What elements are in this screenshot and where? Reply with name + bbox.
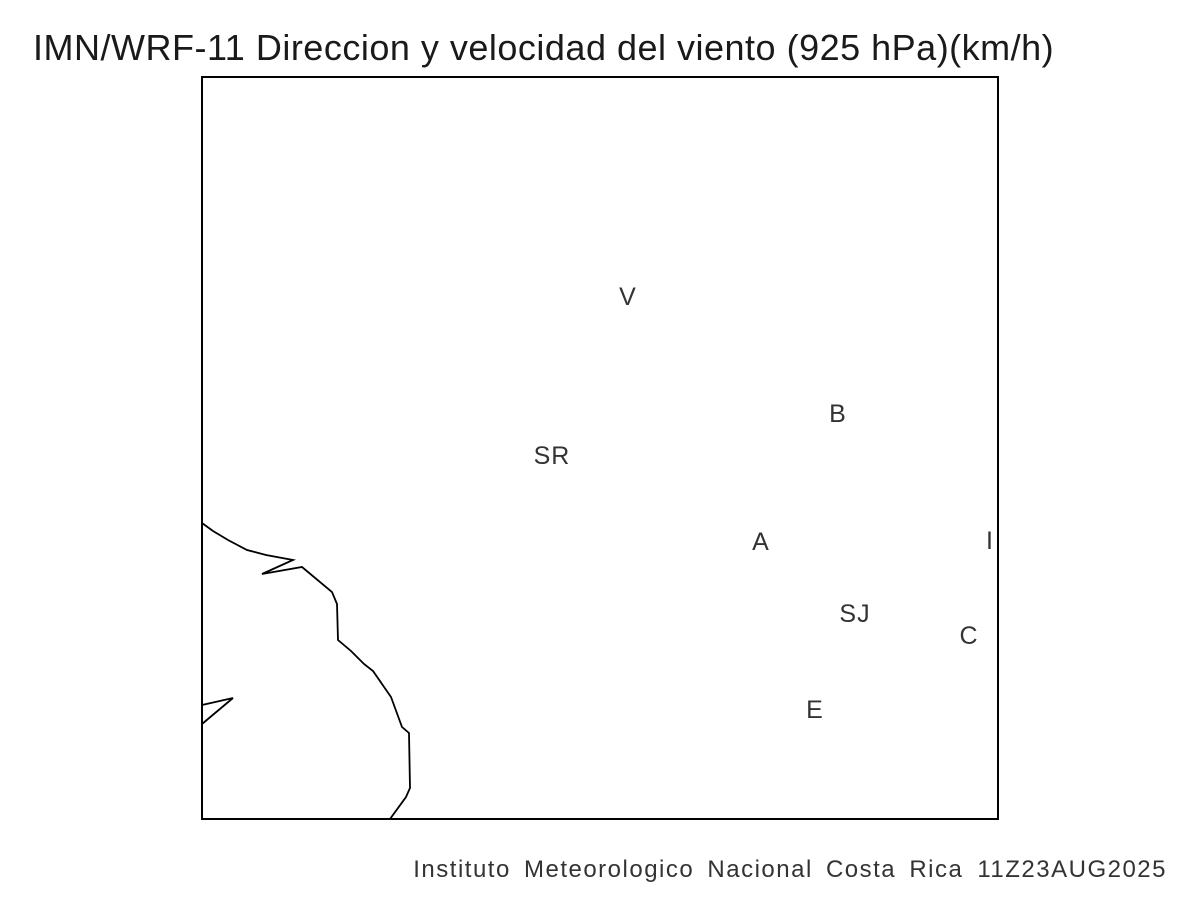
station-label-v: V (619, 283, 637, 311)
chart-title: IMN/WRF-11 Direccion y velocidad del vie… (33, 27, 1055, 68)
station-label-b: B (829, 400, 847, 428)
footer-timestamp: 11Z23AUG2025 (977, 856, 1167, 883)
footer-caption: Instituto Meteorologico Nacional Costa R… (413, 856, 1167, 884)
coastline-group (201, 522, 411, 820)
plot-frame (201, 76, 999, 820)
station-labels-group: V B SR A I SJ C E (534, 283, 994, 724)
station-label-sj: SJ (839, 600, 870, 628)
coastline-path (201, 522, 411, 820)
station-label-c: C (959, 622, 978, 650)
station-label-a: A (752, 528, 770, 556)
station-label-sr: SR (534, 442, 571, 470)
station-label-i: I (986, 527, 994, 555)
footer-credit: Instituto Meteorologico Nacional Costa R… (413, 856, 964, 883)
station-label-e: E (806, 696, 824, 724)
coastline-path (201, 697, 234, 725)
